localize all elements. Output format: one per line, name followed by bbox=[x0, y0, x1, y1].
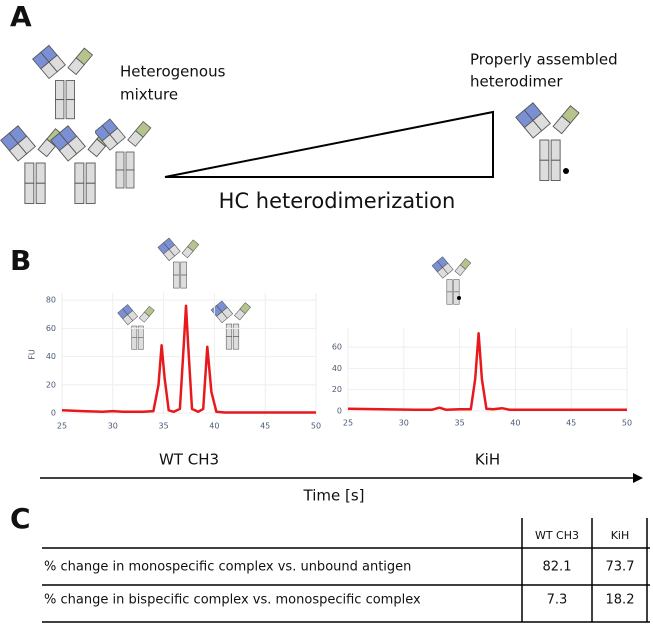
product-label: heterodimer bbox=[470, 73, 563, 91]
panel-a: A Heterogenous mixture Properly assemble… bbox=[0, 0, 618, 213]
y-tick-label: 20 bbox=[332, 385, 342, 394]
trace-line bbox=[61, 304, 316, 414]
x-tick-label: 40 bbox=[510, 419, 520, 428]
x-tick-label: 35 bbox=[455, 419, 465, 428]
x-tick-label: 25 bbox=[343, 419, 353, 428]
table-header: KiH bbox=[611, 529, 630, 542]
y-tick-label: 60 bbox=[332, 343, 342, 352]
x-tick-label: 30 bbox=[108, 422, 118, 431]
x-tick-label: 50 bbox=[622, 419, 632, 428]
y-tick-label: 0 bbox=[51, 409, 56, 418]
product-label: Properly assembled bbox=[470, 51, 618, 69]
row-label: % change in bispecific complex vs. monos… bbox=[44, 593, 421, 608]
y-tick-label: 60 bbox=[46, 324, 56, 333]
row-label: % change in monospecific complex vs. unb… bbox=[44, 560, 411, 575]
time-axis-label: Time [s] bbox=[303, 487, 365, 505]
mixture-label: mixture bbox=[120, 86, 178, 104]
antibody-icon bbox=[95, 118, 152, 189]
panel-label: C bbox=[10, 502, 31, 535]
mixture-label: Heterogenous bbox=[120, 63, 226, 81]
x-tick-label: 45 bbox=[260, 422, 270, 431]
x-axis-label: KiH bbox=[475, 451, 500, 469]
x-tick-label: 25 bbox=[57, 422, 67, 431]
y-tick-label: 40 bbox=[46, 352, 56, 361]
gradient-label: HC heterodimerization bbox=[219, 189, 456, 213]
antibody-icon bbox=[431, 256, 472, 305]
antibody-icon bbox=[157, 237, 200, 289]
panel-c: C WT CH3 KiH % change in monospecific comp… bbox=[10, 502, 650, 623]
y-tick-label: 40 bbox=[332, 364, 342, 373]
y-axis-label: FU bbox=[28, 349, 37, 360]
y-tick-label: 0 bbox=[337, 406, 342, 415]
x-tick-label: 45 bbox=[566, 419, 576, 428]
knob-dot bbox=[457, 296, 461, 300]
antibody-icon bbox=[210, 300, 252, 350]
antibody-icon bbox=[117, 304, 155, 350]
antibody-icon bbox=[515, 102, 580, 182]
trace-line bbox=[347, 332, 627, 412]
knob-dot bbox=[563, 168, 569, 174]
y-tick-label: 80 bbox=[46, 296, 56, 305]
panel-label: A bbox=[10, 0, 32, 33]
x-tick-label: 35 bbox=[159, 422, 169, 431]
x-tick-label: 30 bbox=[399, 419, 409, 428]
table-cell: 82.1 bbox=[543, 560, 572, 575]
table-cell: 73.7 bbox=[606, 560, 635, 575]
x-axis-label: WT CH3 bbox=[159, 451, 219, 469]
x-tick-label: 50 bbox=[311, 422, 321, 431]
table-header: WT CH3 bbox=[535, 529, 579, 542]
y-tick-label: 20 bbox=[46, 380, 56, 389]
x-tick-label: 40 bbox=[209, 422, 219, 431]
gradient-triangle bbox=[164, 110, 494, 178]
panel-b: B Time [s] bbox=[10, 237, 643, 505]
antibody-icon bbox=[32, 44, 94, 120]
panel-label: B bbox=[10, 244, 31, 277]
arrow-head bbox=[633, 473, 643, 483]
table-cell: 18.2 bbox=[606, 593, 635, 608]
table-cell: 7.3 bbox=[547, 593, 568, 608]
